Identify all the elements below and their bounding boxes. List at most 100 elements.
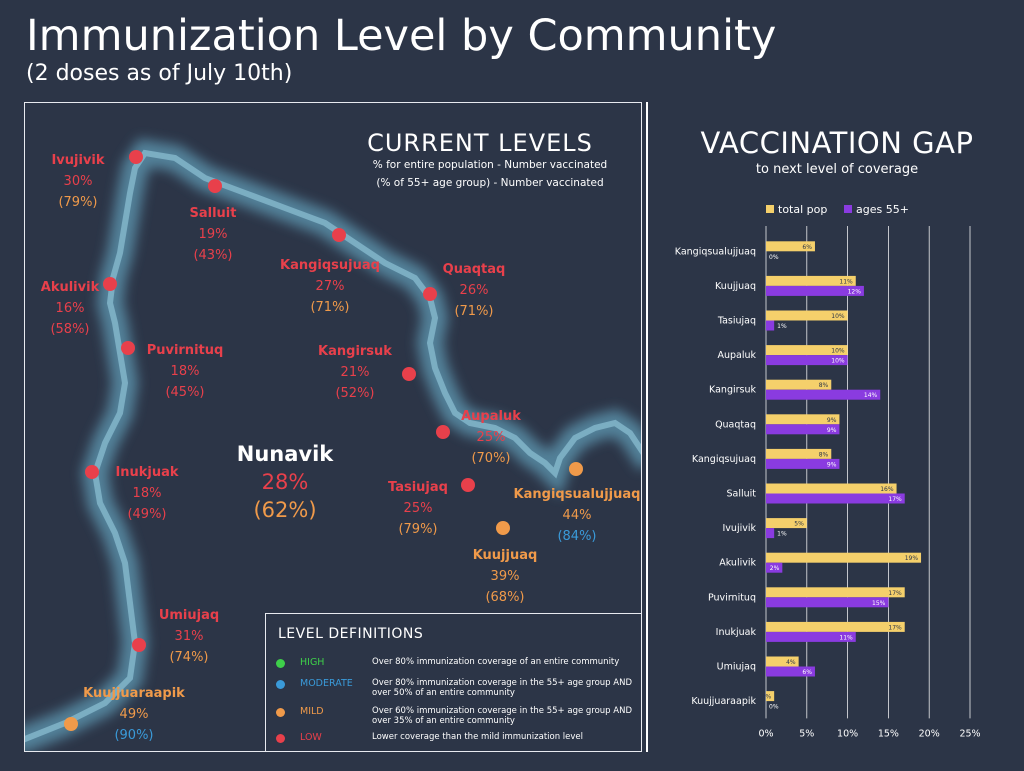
kangiqsualujjuaq-label: Kangiqsualujjuaq 44% (84%)	[512, 484, 641, 547]
bar-ages-55	[766, 320, 775, 331]
community-pct: 39%	[490, 569, 520, 584]
vaccination-gap-heading: VACCINATION GAP	[700, 126, 974, 160]
tasiujaq-dot[interactable]	[461, 478, 475, 492]
bar-total-pop	[766, 691, 775, 702]
category-label: Salluit	[726, 489, 756, 500]
bar-total-pop	[766, 448, 832, 459]
community-pct: 27%	[315, 279, 345, 294]
bar-label-total-pop: 4%	[786, 659, 796, 666]
nunavik-pct55: (62%)	[253, 498, 317, 522]
puvirnituq-dot[interactable]	[121, 341, 135, 355]
nunavik-pct: 28%	[261, 470, 309, 494]
bar-label-ages-55: 6%	[802, 669, 812, 676]
category-label: Tasiujaq	[717, 316, 756, 327]
kangiqsualujjuaq-dot[interactable]	[569, 462, 583, 476]
page-title: Immunization Level by Community	[26, 11, 777, 61]
salluit-dot[interactable]	[208, 179, 222, 193]
akulivik-dot[interactable]	[103, 277, 117, 291]
community-name: Umiujaq	[158, 608, 220, 623]
bar-ages-55	[766, 562, 783, 573]
legend-label: LOW	[300, 732, 322, 743]
bar-label-ages-55: 2%	[770, 565, 780, 572]
kangiqsujuaq-dot[interactable]	[332, 228, 346, 242]
aupaluk-label: Aupaluk 25% (70%)	[455, 406, 527, 469]
bar-label-total-pop: 11%	[839, 278, 853, 285]
x-tick-label: 20%	[919, 728, 940, 739]
community-name: Aupaluk	[461, 409, 521, 424]
inukjuak-dot[interactable]	[85, 465, 99, 479]
bar-label-total-pop: 10%	[831, 348, 845, 355]
bar-total-pop	[766, 587, 905, 598]
bar-label-ages-55: 15%	[872, 600, 886, 607]
quaqtaq-dot[interactable]	[423, 287, 437, 301]
coastline	[25, 149, 641, 743]
community-pct55: (68%)	[485, 590, 525, 605]
bar-label-ages-55: 0%	[769, 704, 779, 711]
community-pct55: (84%)	[557, 529, 597, 544]
community-name: Kangiqsujuaq	[280, 258, 380, 273]
bar-label-total-pop: 5%	[794, 521, 804, 528]
category-label: Puvirnituq	[708, 592, 756, 603]
kuujjuaq-dot[interactable]	[496, 521, 510, 535]
bar-total-pop	[766, 275, 856, 286]
category-label: Kangiqsualujjuaq	[675, 246, 756, 257]
community-pct55: (71%)	[454, 304, 494, 319]
legend-label: MODERATE	[300, 678, 353, 689]
community-pct: 18%	[170, 364, 200, 379]
x-tick-label: 25%	[959, 728, 980, 739]
kuujjuaraapik-dot[interactable]	[64, 717, 78, 731]
bar-total-pop	[766, 379, 832, 390]
mild-dot-icon	[276, 708, 285, 717]
umiujaq-dot[interactable]	[132, 638, 146, 652]
category-label: Aupaluk	[717, 350, 756, 361]
x-tick-label: 10%	[837, 728, 858, 739]
nunavik-summary: Nunavik 28% (62%)	[220, 440, 350, 524]
aupaluk-dot[interactable]	[436, 425, 450, 439]
legend-swatch-total-pop	[766, 205, 774, 213]
category-label: Kuujjuaraapik	[691, 696, 756, 707]
community-name: Kuujjuaraapik	[83, 686, 185, 701]
community-name: Ivujivik	[51, 153, 105, 168]
category-label: Akulivik	[719, 558, 756, 569]
legend-label: MILD	[300, 706, 324, 717]
bar-ages-55	[766, 493, 905, 504]
level-definitions-heading: LEVEL DEFINITIONS	[278, 626, 424, 642]
low-dot-icon	[276, 734, 285, 743]
kangirsuk-dot[interactable]	[402, 367, 416, 381]
bar-label-total-pop: 16%	[880, 486, 894, 493]
vaccination-gap-chart: 0% 5% 10% 15% 20% 25% total pop ages 55+ Kangiqs…	[675, 203, 981, 739]
legend-desc: Over 60% immunization coverage in the 55…	[372, 706, 633, 726]
community-name: Kuujjuaq	[472, 548, 538, 563]
bar-total-pop	[766, 552, 922, 563]
bar-label-total-pop: 8%	[819, 451, 829, 458]
kuujjuaq-label: Kuujjuaq 39% (68%)	[465, 545, 545, 608]
bar-total-pop	[766, 345, 848, 356]
current-levels-line1: % for entire population - Number vaccina…	[372, 159, 608, 171]
puvirnituq-label: Puvirnituq 18% (45%)	[140, 340, 230, 403]
bar-label-ages-55: 12%	[848, 288, 862, 295]
bar-ages-55	[766, 458, 840, 469]
bar-label-ages-55: 11%	[839, 634, 853, 641]
legend-label: HIGH	[300, 657, 325, 668]
ivujivik-dot[interactable]	[129, 150, 143, 164]
community-pct55: (52%)	[335, 386, 375, 401]
community-pct55: (49%)	[127, 507, 167, 522]
bar-label-ages-55: 1%	[777, 531, 787, 538]
umiujaq-label: Umiujaq 31% (74%)	[149, 605, 229, 668]
bar-label-ages-55: 9%	[827, 461, 837, 468]
bar-label-ages-55: 17%	[888, 496, 902, 503]
community-pct: 25%	[403, 501, 433, 516]
community-name: Inukjuak	[115, 465, 179, 480]
kangirsuk-label: Kangirsuk 21% (52%)	[315, 341, 395, 404]
community-pct: 18%	[132, 486, 162, 501]
bar-total-pop	[766, 414, 840, 425]
category-label: Quaqtaq	[715, 419, 756, 430]
legend-label-total-pop: total pop	[778, 203, 827, 216]
bar-ages-55	[766, 597, 889, 608]
kuujjuaraapik-label: Kuujjuaraapik 49% (90%)	[75, 683, 193, 746]
bar-total-pop	[766, 241, 815, 252]
kangiqsujuaq-label: Kangiqsujuaq 27% (71%)	[280, 255, 380, 318]
community-name: Tasiujaq	[388, 480, 448, 495]
salluit-label: Salluit 19% (43%)	[178, 203, 248, 266]
community-name: Quaqtaq	[442, 262, 506, 277]
